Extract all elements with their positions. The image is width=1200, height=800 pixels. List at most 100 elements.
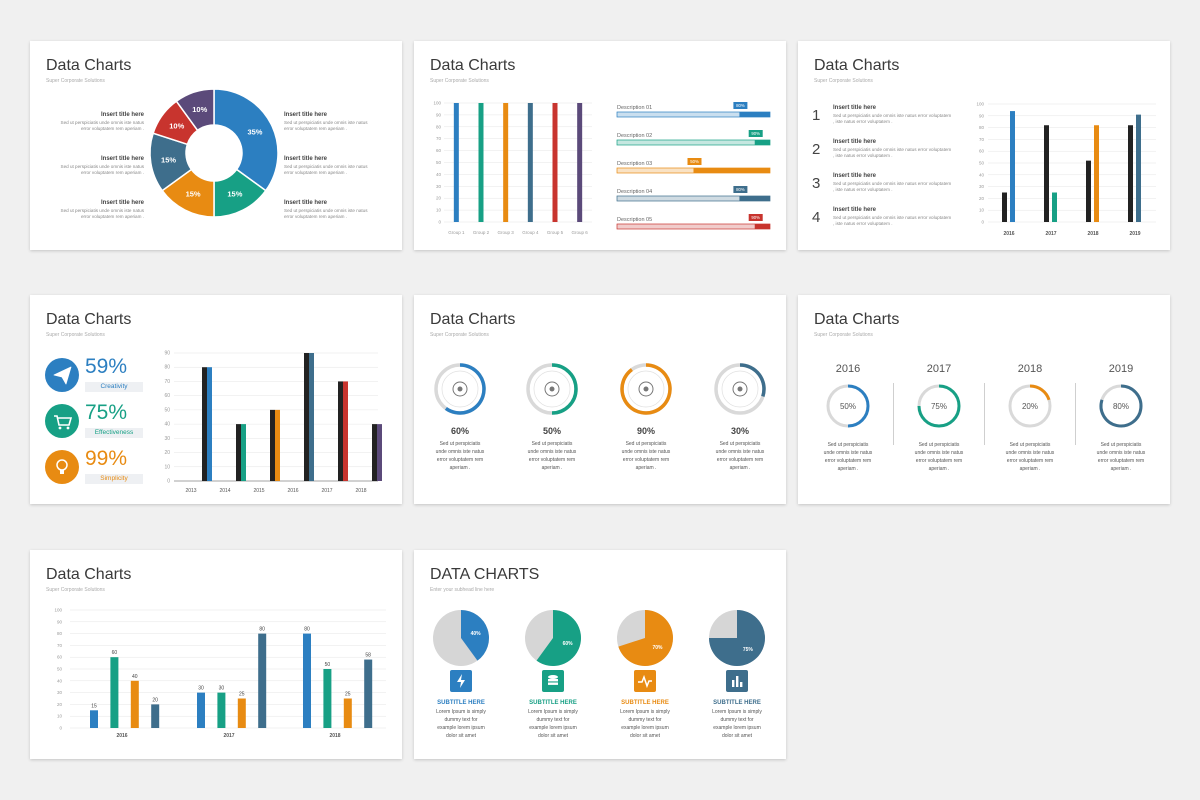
- x-tick-label: 2014: [219, 488, 230, 494]
- pie-slice-label: 60%: [563, 641, 574, 647]
- bar: [343, 698, 352, 728]
- bar: [275, 409, 280, 481]
- kpi-value-creativity: 59%: [85, 355, 128, 378]
- ring-desc-3: Sed ut perspiciatis unde omnis iste natus…: [621, 441, 671, 471]
- pie-slice-label: 40%: [471, 631, 482, 637]
- bar: [453, 103, 459, 222]
- progress-value: 80%: [736, 187, 745, 192]
- progress-badge: [733, 186, 748, 193]
- y-tick-label: 50: [979, 161, 985, 166]
- bar: [338, 381, 343, 481]
- bar-value-label: 58: [365, 653, 371, 659]
- gear-icon-hub: [643, 386, 649, 392]
- bar: [1136, 114, 1141, 222]
- pulse-icon: [634, 670, 656, 692]
- slide-title: Data Charts: [46, 57, 132, 74]
- ring-value-2: 50%: [542, 426, 561, 436]
- ring-value-3: 90%: [636, 426, 655, 436]
- database-icon: [542, 670, 564, 692]
- bar: [207, 367, 212, 481]
- lightning-icon: [450, 670, 472, 692]
- year-label-2018: 2018: [1017, 363, 1043, 375]
- y-tick-label: 0: [981, 220, 984, 225]
- bar: [258, 633, 267, 728]
- x-tick-label: Group 5: [547, 230, 564, 235]
- y-tick-label: 10: [979, 208, 985, 213]
- subtitle-1: SUBTITLE HERE: [437, 700, 485, 706]
- x-tick-label: 2018: [329, 733, 340, 739]
- kpi-value-effectiveness: 75%: [85, 401, 128, 424]
- progress-value: 50%: [690, 159, 699, 164]
- donut-slice-label: 10%: [192, 105, 207, 114]
- year-bar-chart: 0 10 20 30 40 50 60 70 80 90 100 2016 2017 2018 2019: [976, 102, 1156, 237]
- ring-progress: [917, 384, 961, 428]
- bar: [577, 103, 583, 222]
- donut-slice: [213, 88, 279, 192]
- x-tick-label: 2018: [1087, 231, 1098, 237]
- x-tick-label: 2013: [185, 488, 196, 494]
- progress-end: [754, 140, 770, 145]
- subtitle-2: SUBTITLE HERE: [529, 700, 577, 706]
- pie-slice-label: 75%: [743, 647, 754, 653]
- gear-icon-hub: [549, 386, 555, 392]
- label-left-3: Insert title here Sed ut perspiciatis und…: [60, 200, 145, 219]
- kpi-label-effectiveness: Effectiveness: [85, 428, 143, 438]
- subtitle-4: SUBTITLE HERE: [713, 700, 761, 706]
- progress-fill: [617, 168, 694, 173]
- x-tick-label: 2017: [223, 733, 234, 739]
- y-tick-label: 60: [436, 148, 442, 153]
- slide-subtitle: Super Corporate Solutions: [430, 332, 489, 338]
- progress-label: Description 01: [617, 105, 652, 111]
- bar: [1010, 111, 1015, 222]
- bar: [364, 659, 373, 728]
- gear-icon: [638, 381, 654, 397]
- bar: [527, 103, 533, 222]
- progress-badge: [687, 158, 702, 165]
- slide-bars-progress: Data Charts Super Corporate Solutions 0 1…: [414, 41, 786, 250]
- bar: [270, 409, 275, 481]
- pie-slice: [536, 610, 581, 666]
- y-tick-label: 70: [436, 136, 442, 141]
- bar: [197, 692, 205, 728]
- divider: [893, 383, 894, 445]
- x-tick-label: 2017: [321, 488, 332, 494]
- year-label-2016: 2016: [835, 363, 861, 375]
- gear-icon: [452, 381, 468, 397]
- ring-value: 75%: [931, 402, 947, 411]
- ring-value: 50%: [840, 402, 856, 411]
- x-tick-label: 2017: [1045, 231, 1056, 237]
- bar-value-label: 30: [219, 686, 225, 692]
- gear-icon: [732, 381, 748, 397]
- bar-value-label: 50: [325, 662, 331, 668]
- bar: [304, 353, 309, 481]
- y-tick-label: 100: [54, 608, 62, 613]
- bar: [1094, 125, 1099, 222]
- progress-value: 90%: [751, 215, 760, 220]
- x-tick-label: 2018: [355, 488, 366, 494]
- y-tick-label: 0: [167, 479, 170, 485]
- gear-icon-hub: [737, 386, 743, 392]
- pie-charts: 40% 60% 70% 75%: [433, 610, 765, 666]
- x-tick-label: Group 6: [572, 230, 589, 235]
- divider: [984, 383, 985, 445]
- item-text-2: Insert title here Sed ut perspiciatis und…: [833, 139, 952, 158]
- y-tick-label: 40: [979, 172, 985, 177]
- y-tick-label: 90: [164, 351, 170, 357]
- donut-slice: [175, 88, 215, 132]
- progress-end: [754, 224, 770, 229]
- progress-badge: [748, 130, 763, 137]
- y-tick-label: 10: [57, 714, 63, 719]
- bar: [1128, 125, 1133, 222]
- year-desc-4: Sed ut perspiciatis unde omnis iste natus…: [1096, 442, 1146, 472]
- progress-end: [739, 112, 770, 117]
- x-tick-label: 2019: [1129, 231, 1140, 237]
- bar: [1002, 192, 1007, 222]
- bar-value-label: 20: [152, 697, 158, 703]
- bar: [377, 424, 382, 481]
- ring-gauge-chart: [434, 363, 766, 415]
- slide-title: Data Charts: [430, 311, 516, 328]
- y-tick-label: 100: [976, 102, 984, 107]
- y-tick-label: 50: [57, 667, 63, 672]
- bar: [503, 103, 509, 222]
- grouped-bar-chart: 0 10 20 30 40 50 60 70 80 90 100 15 60 40 20 2016 30 30 25…: [54, 608, 386, 739]
